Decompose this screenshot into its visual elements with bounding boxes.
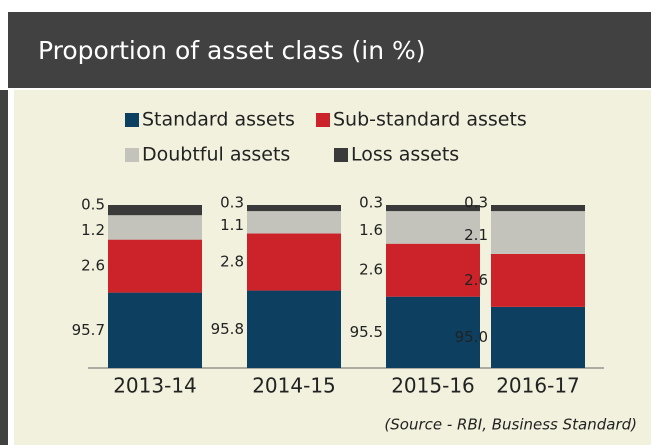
bar-segment: [108, 239, 202, 293]
x-tick-label: 2013-14: [113, 374, 197, 398]
value-label: 2.8: [220, 253, 244, 271]
legend-swatch: [334, 148, 348, 162]
value-label: 95.7: [72, 321, 105, 339]
bar-segment: [108, 205, 202, 216]
bar-segment: [247, 233, 341, 291]
bar-segment: [108, 215, 202, 240]
value-label: 0.3: [220, 194, 244, 212]
bar-segment: [491, 306, 585, 368]
x-tick-label: 2014-15: [252, 374, 336, 398]
legend-label: Loss assets: [351, 144, 459, 166]
value-label: 2.6: [81, 257, 105, 275]
x-tick-label: 2016-17: [496, 374, 580, 398]
legend-label: Sub-standard assets: [333, 109, 527, 131]
bar-segment: [247, 211, 341, 234]
value-label: 0.3: [464, 194, 488, 212]
legend-swatch: [125, 113, 139, 127]
legend-swatch: [125, 148, 139, 162]
bar-segment: [247, 205, 341, 212]
bar-segment: [386, 205, 480, 212]
bar-segment: [386, 243, 480, 297]
bar-segment: [386, 296, 480, 368]
header: [8, 12, 651, 88]
value-label: 2.1: [464, 226, 488, 244]
source: (Source - RBI, Business Standard): [384, 416, 637, 434]
bar-segment: [491, 205, 585, 212]
bar-segment: [491, 211, 585, 254]
value-label: 1.1: [220, 216, 244, 234]
x-tick-label: 2015-16: [391, 374, 475, 398]
bar-segment: [386, 211, 480, 244]
bar-segment: [108, 292, 202, 368]
legend-label: Doubtful assets: [142, 144, 290, 166]
bar-segment: [491, 253, 585, 307]
value-label: 95.8: [211, 320, 244, 338]
value-label: 0.3: [359, 194, 383, 212]
legend-swatch: [316, 113, 330, 127]
value-label: 2.6: [464, 271, 488, 289]
value-label: 2.6: [359, 261, 383, 279]
value-label: 95.0: [455, 328, 488, 346]
chart-title: Proportion of asset class (in %): [38, 36, 426, 65]
value-label: 95.5: [350, 323, 383, 341]
value-label: 1.2: [81, 221, 105, 239]
value-label: 0.5: [81, 196, 105, 214]
value-label: 1.6: [359, 221, 383, 239]
bar-segment: [247, 290, 341, 368]
side-strip: [0, 90, 8, 445]
legend-label: Standard assets: [142, 109, 295, 131]
